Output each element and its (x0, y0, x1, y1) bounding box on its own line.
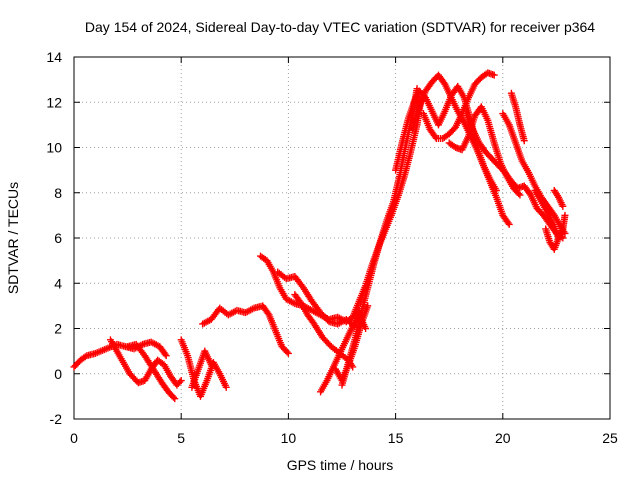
x-tick-label: 15 (388, 430, 404, 446)
x-tick-labels: 0 5 10 15 20 25 (70, 430, 618, 446)
y-tick-label: 14 (46, 49, 62, 65)
data-point (177, 377, 185, 385)
data-point (555, 234, 563, 242)
data-point (520, 137, 528, 145)
data-point (561, 211, 569, 219)
data-point (431, 133, 439, 141)
data-point (284, 349, 292, 357)
x-tick-label: 0 (70, 430, 78, 446)
x-tick-label: 20 (495, 430, 511, 446)
data-point (169, 393, 177, 401)
y-tick-label: 2 (54, 321, 62, 337)
data-point (516, 191, 524, 199)
x-tick-label: 10 (281, 430, 297, 446)
data-point (504, 219, 512, 227)
data-point (171, 395, 179, 403)
data-point (81, 353, 89, 361)
data-point (207, 361, 215, 369)
axis-ticks (73, 56, 611, 420)
y-tick-label: 6 (54, 230, 62, 246)
data-point (559, 202, 567, 210)
x-tick-label: 25 (602, 430, 618, 446)
data-point (490, 71, 498, 79)
y-tick-label: 0 (54, 366, 62, 382)
y-tick-label: 12 (46, 94, 62, 110)
data-point (222, 383, 230, 391)
y-tick-label: 4 (54, 275, 62, 291)
data-point (176, 378, 184, 386)
data-point (162, 352, 170, 360)
y-tick-label: 10 (46, 140, 62, 156)
y-tick-label: 8 (54, 185, 62, 201)
y-axis-title: SDTVAR / TECUs (5, 182, 21, 294)
x-tick-label: 5 (177, 430, 185, 446)
y-tick-labels: -2 0 2 4 6 8 10 12 14 (46, 49, 62, 427)
data-point (283, 348, 291, 356)
data-points (70, 69, 569, 403)
data-point (505, 220, 513, 228)
chart-title: Day 154 of 2024, Sidereal Day-to-day VTE… (85, 19, 595, 35)
data-point (515, 190, 523, 198)
x-axis-title: GPS time / hours (287, 457, 394, 473)
y-tick-label: -2 (50, 411, 63, 427)
data-point (161, 350, 169, 358)
